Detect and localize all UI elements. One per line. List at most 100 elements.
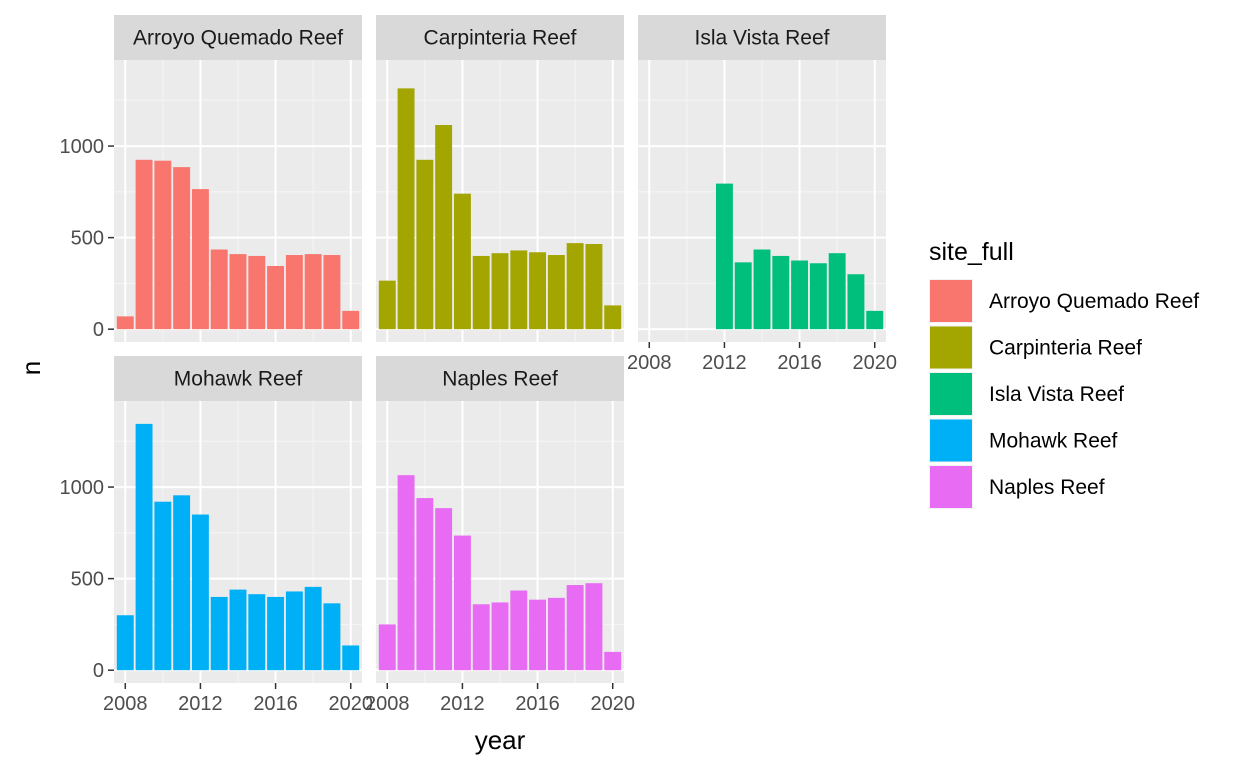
bar-arroyo-quemado-reef-2019 bbox=[323, 255, 341, 330]
bar-naples-reef-2017 bbox=[547, 597, 565, 671]
panel-mohawk-reef: Mohawk Reef 0 500 1000 2008 2012 2016 2020 bbox=[60, 356, 373, 715]
bar-isla-vista-reef-2019 bbox=[847, 274, 865, 330]
strip-label: Isla Vista Reef bbox=[694, 27, 829, 50]
bar-arroyo-quemado-reef-2011 bbox=[173, 167, 191, 330]
strip-mohawk-reef bbox=[114, 356, 362, 401]
bar-naples-reef-2020 bbox=[604, 651, 622, 671]
x-axis-title: year bbox=[475, 725, 526, 755]
panel-naples-reef: Naples Reef 2008 2012 2016 2020 bbox=[365, 356, 635, 715]
bar-arroyo-quemado-reef-2017 bbox=[285, 255, 303, 330]
bar-mohawk-reef-2018 bbox=[304, 586, 322, 671]
x-tick-label: 2012 bbox=[440, 693, 485, 715]
bar-arroyo-quemado-reef-2012 bbox=[191, 189, 209, 330]
bar-arroyo-quemado-reef-2013 bbox=[210, 249, 228, 330]
x-tick-label: 2016 bbox=[515, 693, 560, 715]
strip-arroyo-quemado-reef bbox=[114, 15, 362, 60]
bar-mohawk-reef-2016 bbox=[267, 596, 285, 671]
y-tick-label: 1000 bbox=[60, 136, 105, 158]
bar-isla-vista-reef-2016 bbox=[791, 260, 809, 330]
bar-arroyo-quemado-reef-2018 bbox=[304, 254, 322, 330]
bar-carpinteria-reef-2011 bbox=[435, 125, 453, 330]
strip-isla-vista-reef bbox=[638, 15, 886, 60]
x-tick-label: 2008 bbox=[365, 693, 410, 715]
legend-swatch bbox=[930, 373, 972, 415]
legend-label: Naples Reef bbox=[989, 476, 1105, 499]
facet-panels: Arroyo Quemado Reef 0 500 1000 Carpinteria R… bbox=[60, 15, 897, 715]
legend-swatch bbox=[930, 466, 972, 508]
bar-isla-vista-reef-2012 bbox=[715, 183, 733, 330]
x-tick-label: 2016 bbox=[253, 693, 298, 715]
strip-label: Naples Reef bbox=[442, 368, 558, 391]
x-tick-label: 2008 bbox=[103, 693, 148, 715]
panel-arroyo-quemado-reef: Arroyo Quemado Reef 0 500 1000 bbox=[60, 15, 362, 342]
bar-carpinteria-reef-2016 bbox=[529, 252, 547, 330]
legend-item-carpinteria-reef: Carpinteria Reef bbox=[929, 325, 1142, 370]
bar-isla-vista-reef-2020 bbox=[866, 310, 884, 330]
y-tick-label: 500 bbox=[71, 569, 104, 591]
bar-naples-reef-2012 bbox=[453, 535, 471, 671]
bar-carpinteria-reef-2019 bbox=[585, 244, 603, 330]
strip-label: Carpinteria Reef bbox=[424, 27, 577, 50]
y-tick-label: 1000 bbox=[60, 477, 105, 499]
bar-mohawk-reef-2009 bbox=[135, 423, 153, 671]
x-tick-label: 2020 bbox=[852, 352, 897, 374]
panel-carpinteria-reef: Carpinteria Reef bbox=[376, 15, 624, 342]
legend-label: Carpinteria Reef bbox=[989, 337, 1142, 360]
bar-isla-vista-reef-2013 bbox=[734, 262, 752, 330]
bar-mohawk-reef-2017 bbox=[285, 591, 303, 671]
bar-isla-vista-reef-2014 bbox=[753, 249, 771, 330]
bar-mohawk-reef-2019 bbox=[323, 603, 341, 671]
y-tick-label: 0 bbox=[93, 660, 104, 682]
bar-mohawk-reef-2015 bbox=[248, 594, 266, 671]
bar-carpinteria-reef-2018 bbox=[566, 243, 584, 330]
bar-arroyo-quemado-reef-2009 bbox=[135, 159, 153, 330]
bar-naples-reef-2011 bbox=[435, 508, 453, 671]
legend-item-mohawk-reef: Mohawk Reef bbox=[929, 418, 1118, 463]
bar-carpinteria-reef-2015 bbox=[510, 250, 528, 330]
bar-naples-reef-2018 bbox=[566, 585, 584, 671]
bar-arroyo-quemado-reef-2016 bbox=[267, 266, 285, 330]
legend-label: Mohawk Reef bbox=[989, 430, 1118, 453]
bar-naples-reef-2008 bbox=[378, 624, 396, 671]
legend-swatch bbox=[930, 280, 972, 322]
legend-label: Isla Vista Reef bbox=[989, 383, 1124, 406]
strip-label: Mohawk Reef bbox=[174, 368, 303, 391]
bar-mohawk-reef-2013 bbox=[210, 596, 228, 671]
bar-mohawk-reef-2010 bbox=[154, 501, 172, 671]
bar-arroyo-quemado-reef-2008 bbox=[116, 316, 134, 330]
bar-carpinteria-reef-2012 bbox=[453, 193, 471, 330]
legend-title: site_full bbox=[929, 238, 1014, 266]
bar-arroyo-quemado-reef-2014 bbox=[229, 254, 247, 330]
bar-carpinteria-reef-2010 bbox=[416, 159, 434, 330]
x-tick-label: 2012 bbox=[702, 352, 747, 374]
x-tick-label: 2012 bbox=[178, 693, 223, 715]
legend-item-arroyo-quemado-reef: Arroyo Quemado Reef bbox=[929, 279, 1199, 323]
bar-mohawk-reef-2014 bbox=[229, 589, 247, 671]
bar-carpinteria-reef-2017 bbox=[547, 255, 565, 330]
bar-naples-reef-2015 bbox=[510, 590, 528, 671]
bar-arroyo-quemado-reef-2015 bbox=[248, 255, 266, 330]
bar-naples-reef-2010 bbox=[416, 498, 434, 671]
x-tick-label: 2020 bbox=[328, 693, 373, 715]
bar-naples-reef-2019 bbox=[585, 583, 603, 671]
bar-naples-reef-2016 bbox=[529, 599, 547, 671]
bar-mohawk-reef-2020 bbox=[342, 645, 360, 671]
bar-naples-reef-2013 bbox=[472, 604, 490, 671]
bar-isla-vista-reef-2018 bbox=[828, 253, 846, 330]
x-tick-label: 2016 bbox=[777, 352, 822, 374]
bar-isla-vista-reef-2017 bbox=[809, 263, 827, 330]
bar-carpinteria-reef-2014 bbox=[491, 253, 509, 330]
legend-label: Arroyo Quemado Reef bbox=[989, 290, 1199, 313]
bar-mohawk-reef-2012 bbox=[191, 514, 209, 671]
bar-arroyo-quemado-reef-2010 bbox=[154, 160, 172, 330]
strip-label: Arroyo Quemado Reef bbox=[133, 27, 343, 50]
panel-isla-vista-reef: Isla Vista Reef 2008 2012 2016 2020 bbox=[627, 15, 897, 374]
bar-carpinteria-reef-2013 bbox=[472, 255, 490, 330]
bar-isla-vista-reef-2015 bbox=[772, 255, 790, 330]
strip-naples-reef bbox=[376, 356, 624, 401]
legend-item-naples-reef: Naples Reef bbox=[929, 465, 1105, 509]
bar-naples-reef-2009 bbox=[397, 475, 415, 671]
y-tick-label: 0 bbox=[93, 319, 104, 341]
x-tick-label: 2008 bbox=[627, 352, 672, 374]
